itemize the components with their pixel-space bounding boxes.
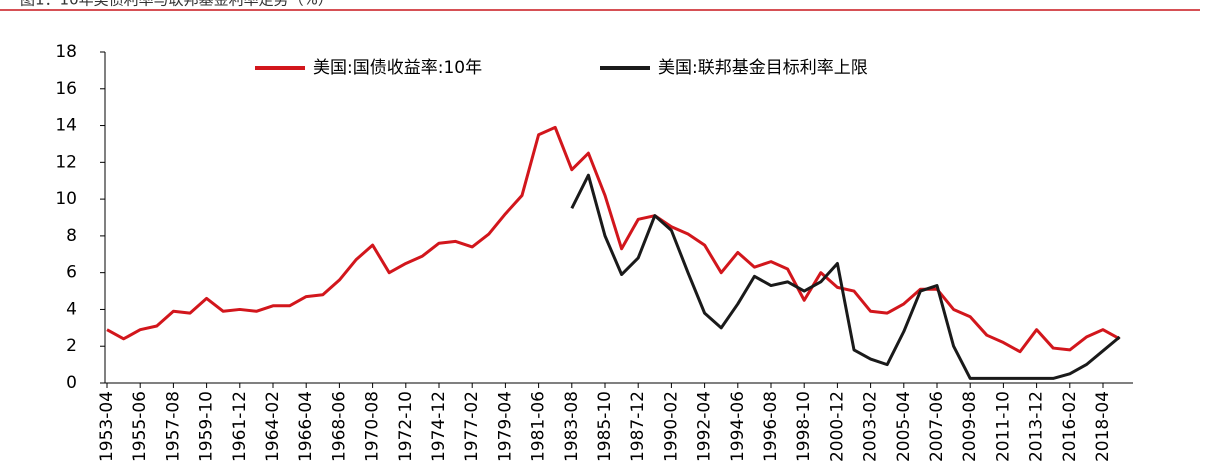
- x-tick-label: 1966-04: [296, 391, 316, 462]
- x-tick-label: 1994-06: [728, 391, 748, 462]
- x-tick-label: 2005-04: [894, 391, 914, 462]
- y-tick-label: 12: [55, 152, 77, 172]
- series-line: [106, 125, 1121, 354]
- x-tick-label: 1953-04: [97, 391, 117, 462]
- x-tick-label: 1961-12: [230, 391, 250, 462]
- x-tick-label: 1972-10: [396, 391, 416, 462]
- y-tick-label: 2: [66, 336, 77, 356]
- x-tick-label: 1983-08: [562, 391, 582, 462]
- x-tick-label: 1985-10: [595, 391, 615, 462]
- x-tick-label: 1964-02: [263, 391, 283, 462]
- x-tick-label: 1998-10: [794, 391, 814, 462]
- y-tick-label: 4: [66, 299, 77, 319]
- x-tick-label: 2007-06: [927, 391, 947, 462]
- chart-title: 图1：10年美债利率与联邦基金利率走势（%）: [20, 0, 333, 9]
- x-tick-label: 2016-02: [1060, 391, 1080, 462]
- x-tick-label: 1990-02: [661, 391, 681, 462]
- y-tick-label: 18: [55, 42, 77, 62]
- x-tick-label: 2011-10: [993, 391, 1013, 462]
- x-tick-label: 1957-08: [163, 391, 183, 462]
- x-tick-label: 1970-08: [363, 391, 383, 462]
- y-tick-label: 8: [66, 226, 77, 246]
- x-tick-label: 2000-12: [827, 391, 847, 462]
- x-tick-label: 1979-04: [495, 391, 515, 462]
- legend-label: 美国:联邦基金目标利率上限: [658, 58, 868, 78]
- x-tick-label: 2018-04: [1093, 391, 1113, 462]
- x-tick-label: 1959-10: [197, 391, 217, 462]
- x-tick-label: 1987-12: [628, 391, 648, 462]
- legend-label: 美国:国债收益率:10年: [313, 58, 482, 78]
- x-tick-label: 1955-06: [130, 391, 150, 462]
- y-tick-label: 14: [55, 116, 77, 136]
- x-tick-label: 1974-12: [429, 391, 449, 462]
- x-tick-label: 1992-04: [695, 391, 715, 462]
- y-tick-label: 16: [55, 79, 77, 99]
- y-tick-label: 6: [66, 263, 77, 283]
- x-tick-label: 2009-08: [960, 391, 980, 462]
- y-tick-label: 10: [55, 189, 77, 209]
- x-tick-label: 1981-06: [529, 391, 549, 462]
- x-tick-label: 1977-02: [462, 391, 482, 462]
- x-tick-label: 2013-12: [1027, 391, 1047, 462]
- y-tick-label: 0: [66, 373, 77, 393]
- x-tick-label: 1996-08: [761, 391, 781, 462]
- x-tick-label: 2003-02: [861, 391, 881, 462]
- x-tick-label: 1968-06: [329, 391, 349, 462]
- series-line: [570, 173, 1121, 380]
